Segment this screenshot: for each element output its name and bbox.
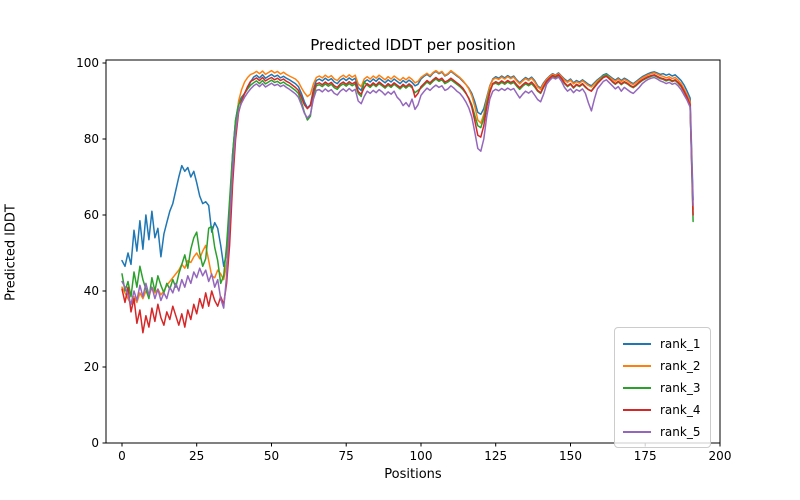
legend-item-label: rank_3	[660, 381, 701, 395]
x-tick-label: 150	[559, 449, 582, 463]
series-line-rank_5	[121, 76, 694, 309]
x-tick-label: 25	[189, 449, 204, 463]
legend-item-label: rank_1	[660, 337, 701, 351]
y-tick-label: 20	[84, 360, 99, 374]
y-tick-label: 0	[91, 436, 99, 450]
legend-line-icon	[623, 343, 651, 345]
series-line-rank_3	[121, 74, 694, 300]
x-tick-label: 125	[484, 449, 507, 463]
legend-item-label: rank_4	[660, 403, 701, 417]
y-axis-label: Predicted lDDT	[3, 204, 19, 301]
y-tick-label: 100	[76, 56, 99, 70]
legend-item-rank-4: rank_4	[623, 399, 710, 421]
legend-item-rank-1: rank_1	[623, 333, 710, 355]
legend-line-icon	[623, 409, 651, 411]
legend-line-icon	[623, 365, 651, 367]
legend-item-rank-3: rank_3	[623, 377, 710, 399]
legend-line-icon	[623, 387, 651, 389]
legend-line-icon	[623, 431, 651, 433]
legend-item-label: rank_2	[660, 359, 701, 373]
legend: rank_1 rank_2 rank_3 rank_4 rank_5	[614, 327, 711, 448]
series-line-rank_1	[121, 70, 694, 268]
legend-item-rank-5: rank_5	[623, 421, 710, 443]
axes-frame	[105, 59, 721, 444]
x-tick-label: 0	[118, 449, 126, 463]
y-tick-label: 40	[84, 284, 99, 298]
y-tick-label: 80	[84, 132, 99, 146]
legend-item-label: rank_5	[660, 425, 701, 439]
x-tick-label: 100	[410, 449, 433, 463]
x-tick-label: 50	[264, 449, 279, 463]
y-tick-label: 60	[84, 208, 99, 222]
chart-title: Predicted lDDT per position	[310, 36, 516, 54]
x-tick-label: 75	[339, 449, 354, 463]
x-axis-label: Positions	[384, 467, 442, 482]
legend-item-rank-2: rank_2	[623, 355, 710, 377]
x-tick-label: 200	[709, 449, 732, 463]
x-tick-label: 175	[634, 449, 657, 463]
series-line-rank_4	[121, 74, 694, 334]
series-line-rank_2	[121, 69, 694, 306]
